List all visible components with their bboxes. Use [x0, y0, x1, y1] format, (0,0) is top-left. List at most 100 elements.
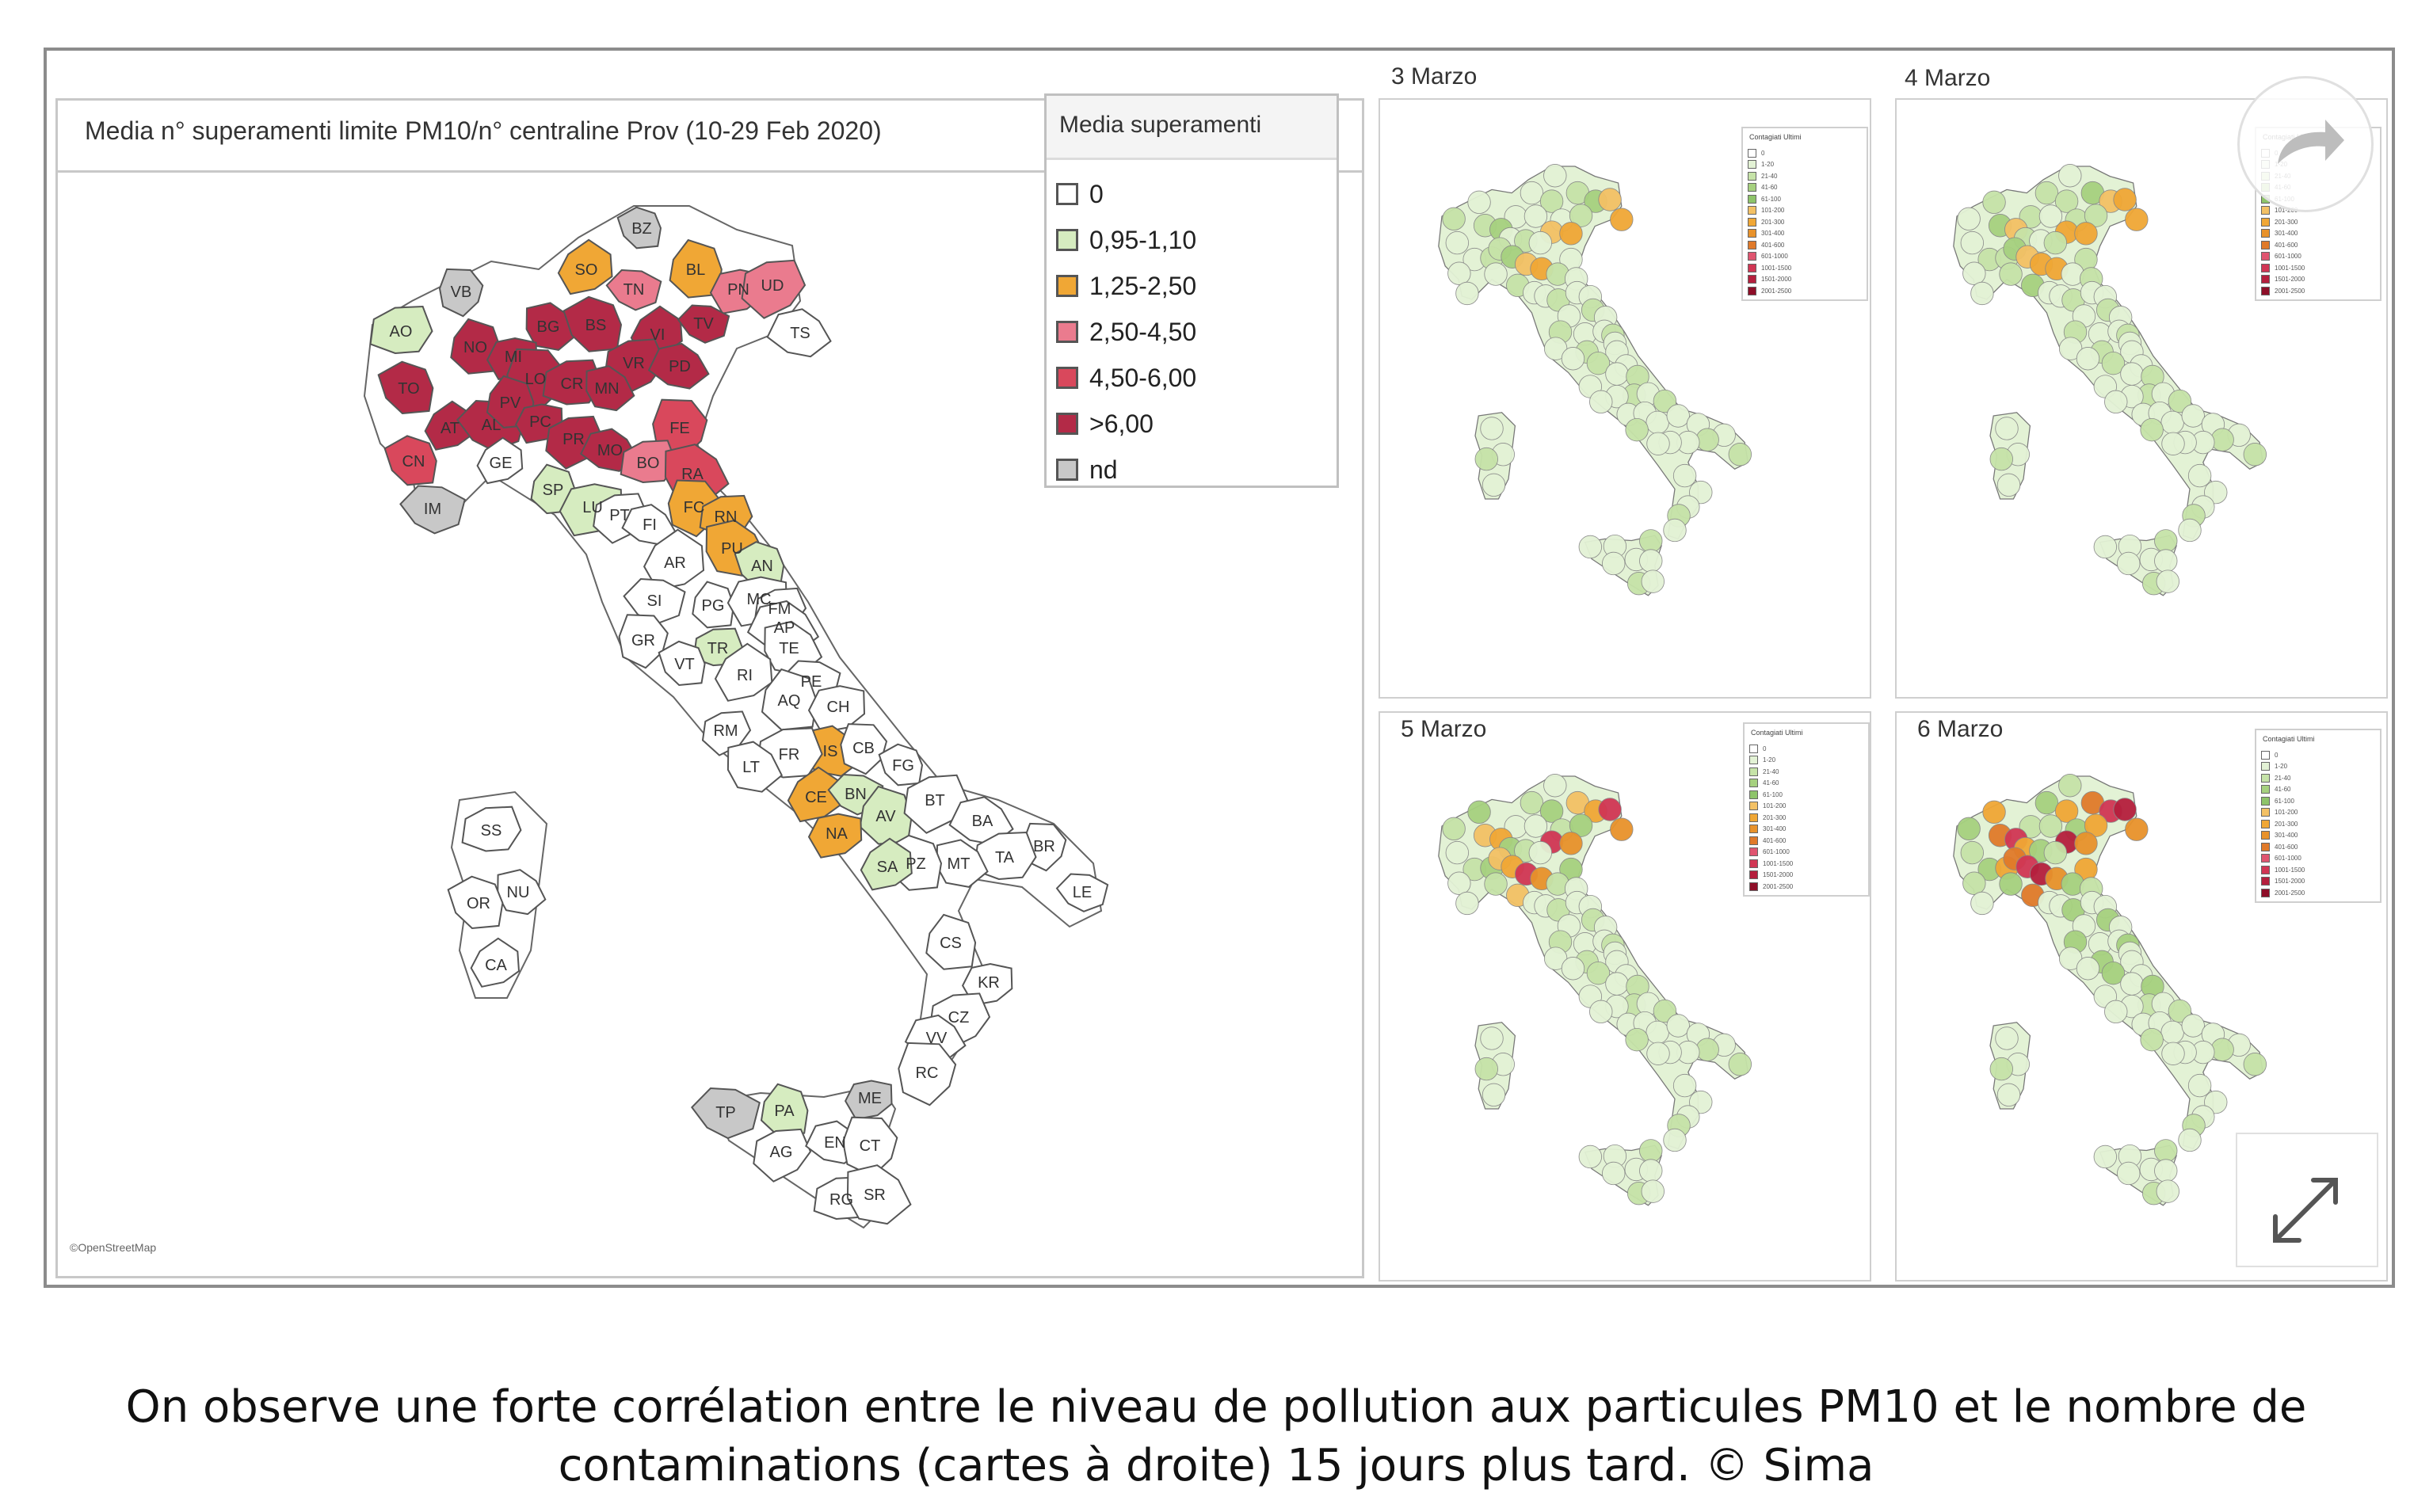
small-legend-label: 301-400 [1761, 230, 1785, 237]
legend-label: 1,25-2,50 [1089, 271, 1197, 300]
small-legend-label: 301-400 [1763, 825, 1787, 832]
small-legend-item: 21-40 [1748, 170, 1777, 181]
province-label-pg: PG [702, 597, 725, 615]
province-label-ar: AR [664, 554, 686, 572]
province-label-im: IM [424, 501, 441, 518]
small-legend-item: 401-600 [2261, 239, 2298, 250]
small-legend-item: 301-400 [2261, 228, 2298, 239]
small-legend-item: 301-400 [2261, 830, 2298, 841]
legend-title-bar: Media superamenti [1047, 96, 1337, 160]
small-legend-item: 201-300 [1748, 216, 1784, 227]
province-fi [621, 504, 677, 546]
small-legend-label: 101-200 [2275, 809, 2298, 816]
province-vt [658, 640, 706, 687]
province-label-te: TE [779, 640, 799, 657]
small-legend-swatch [1749, 767, 1758, 776]
small-legend-label: 201-300 [2275, 820, 2298, 828]
small-legend-item: 101-200 [1748, 205, 1784, 216]
small-legend-swatch [1749, 882, 1758, 891]
province-label-bs: BS [585, 317, 607, 334]
small-legend-item: 1001-1500 [2261, 262, 2305, 273]
province-label-pd: PD [669, 358, 691, 375]
province-label-vr: VR [623, 355, 645, 372]
small-legend-swatch [2261, 286, 2270, 295]
small-legend-swatch [1748, 217, 1756, 227]
province-label-gr: GR [631, 632, 655, 649]
small-legend-item: 41-60 [2261, 784, 2290, 795]
province-label-sr: SR [864, 1186, 886, 1204]
small-map-legend: Contagiati Ultimi 0 1-20 21-40 41-60 61-100 10… [1743, 722, 1870, 897]
small-legend-swatch [1749, 859, 1758, 868]
province-label-pu: PU [721, 540, 743, 558]
small-legend-swatch [2261, 865, 2270, 874]
small-legend-label: 1501-2000 [2275, 276, 2305, 283]
small-legend-label: 1001-1500 [1761, 264, 1792, 272]
share-button[interactable] [2237, 76, 2374, 212]
province-label-pc: PC [529, 413, 551, 431]
province-label-lo: LO [525, 371, 547, 388]
province-ge [476, 436, 524, 485]
small-legend-item: 201-300 [2261, 818, 2298, 829]
small-map-title-4: 6 Marzo [1917, 716, 2004, 742]
share-arrow-icon [2278, 120, 2344, 164]
small-legend-swatch [1748, 275, 1756, 284]
province-label-ge: GE [490, 455, 513, 472]
small-legend-swatch [2261, 796, 2270, 806]
province-ts [766, 308, 832, 358]
legend-swatch [1056, 367, 1078, 389]
small-legend-item: 1001-1500 [1748, 262, 1791, 273]
province-bl [669, 238, 723, 299]
small-map-title-1: 3 Marzo [1391, 63, 1478, 90]
province-to [377, 360, 434, 415]
small-legend-swatch [1748, 160, 1756, 169]
province-bz [616, 206, 662, 249]
province-label-ct: CT [860, 1137, 881, 1155]
small-legend-item: 601-1000 [1749, 847, 1790, 858]
small-legend-swatch [1748, 148, 1756, 158]
small-legend-item: 101-200 [2261, 807, 2298, 818]
small-legend-label: 301-400 [2275, 832, 2298, 839]
small-legend-label: 601-1000 [1763, 848, 1790, 855]
province-label-pz: PZ [906, 855, 926, 873]
legend-swatch [1056, 229, 1078, 251]
province-label-ud: UD [761, 277, 784, 295]
province-label-ri: RI [737, 667, 753, 684]
legend-label: 4,50-6,00 [1089, 363, 1197, 392]
province-cs [925, 913, 977, 970]
small-legend-item: 0 [1748, 147, 1764, 158]
small-legend-item: 601-1000 [2261, 853, 2301, 864]
small-legend-label: 401-600 [1761, 241, 1785, 249]
small-legend-item: 1-20 [1749, 755, 1775, 766]
province-label-mn: MN [594, 380, 619, 398]
legend-label: nd [1089, 455, 1118, 484]
province-label-br: BR [1033, 838, 1055, 855]
province-label-bt: BT [925, 792, 945, 809]
small-legend-item: 0 [2261, 749, 2278, 760]
small-legend-label: 1001-1500 [2275, 866, 2305, 874]
small-legend-item: 21-40 [1749, 766, 1779, 777]
small-legend-swatch [1748, 171, 1756, 181]
province-ao [369, 305, 433, 355]
province-label-fe: FE [669, 420, 690, 437]
province-label-ts: TS [790, 325, 810, 342]
province-label-lu: LU [582, 499, 603, 516]
province-or [447, 875, 504, 930]
province-label-ta: TA [995, 849, 1015, 866]
small-map-title-3: 5 Marzo [1401, 716, 1487, 742]
province-label-bl: BL [686, 261, 705, 279]
province-label-ao: AO [390, 323, 413, 341]
small-legend-item: 1001-1500 [2261, 864, 2305, 875]
small-legend-swatch [2261, 773, 2270, 783]
province-label-tn: TN [624, 281, 645, 299]
small-legend-swatch [2261, 877, 2270, 885]
province-label-rn: RN [715, 508, 738, 526]
province-label-mt: MT [948, 855, 971, 873]
small-legend-item: 0 [1749, 743, 1766, 754]
small-legend-swatch [1749, 802, 1758, 810]
fullscreen-button[interactable] [2236, 1133, 2378, 1267]
small-legend-swatch [1748, 286, 1756, 295]
province-mn [585, 365, 635, 412]
legend-label: 2,50-4,50 [1089, 317, 1197, 346]
small-legend-label: 601-1000 [1761, 253, 1788, 260]
province-label-cb: CB [852, 740, 875, 757]
